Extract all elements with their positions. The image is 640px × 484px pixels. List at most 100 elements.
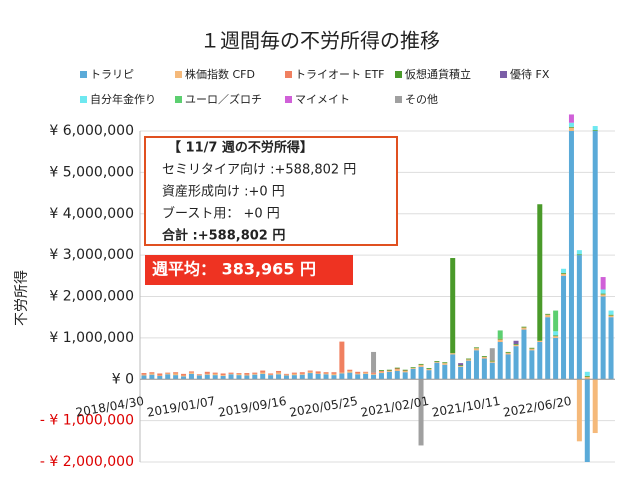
bar — [213, 375, 218, 379]
bar — [205, 372, 210, 374]
bar — [569, 128, 574, 131]
bar — [553, 336, 558, 338]
bar — [601, 294, 606, 296]
bar — [411, 367, 416, 368]
annotation-text: 【 11/7 週の不労所得】 — [168, 140, 313, 156]
bar — [197, 374, 202, 375]
bar — [363, 373, 368, 374]
bar — [585, 372, 590, 376]
bar — [506, 353, 511, 355]
bar — [434, 362, 439, 363]
bar — [141, 376, 146, 380]
bar — [474, 348, 479, 350]
bar — [569, 131, 574, 379]
bar — [292, 374, 297, 375]
bar — [213, 374, 218, 375]
bar — [609, 315, 614, 316]
bar — [442, 363, 447, 365]
bar — [260, 373, 265, 374]
bar — [466, 359, 471, 360]
bar — [331, 374, 336, 375]
bar — [316, 371, 321, 373]
bar — [458, 365, 463, 366]
legend-swatch — [80, 71, 87, 78]
bar — [236, 375, 241, 379]
legend-swatch — [395, 96, 402, 103]
bar — [189, 373, 194, 374]
bar — [316, 374, 321, 379]
bar — [537, 342, 542, 379]
bar — [482, 356, 487, 357]
bar — [371, 374, 376, 375]
bar — [490, 361, 495, 362]
y-tick-label: ¥ 6,000,000 — [49, 123, 134, 139]
x-tick-label: 2019/09/16 — [217, 394, 288, 420]
bar — [395, 368, 400, 369]
bar — [466, 361, 471, 380]
bar — [593, 131, 598, 379]
bar — [442, 365, 447, 379]
bar — [395, 371, 400, 379]
bar — [157, 373, 162, 375]
bar — [387, 371, 392, 372]
bar — [482, 357, 487, 359]
bar — [371, 352, 376, 373]
bar — [189, 371, 194, 372]
bar — [450, 353, 455, 354]
bar — [331, 375, 336, 379]
x-tick-label: 2022/06/20 — [502, 394, 573, 420]
bar — [149, 372, 154, 373]
bar — [450, 258, 455, 353]
bar — [260, 371, 265, 373]
bar — [244, 376, 249, 380]
bar — [577, 250, 582, 254]
bar — [561, 269, 566, 273]
bar — [529, 348, 534, 349]
bar — [221, 375, 226, 376]
bar — [252, 375, 257, 380]
legend-swatch — [285, 96, 292, 103]
bar — [553, 311, 558, 332]
bar — [403, 372, 408, 379]
y-tick-label: ¥ 3,000,000 — [49, 247, 134, 263]
bar — [173, 375, 178, 379]
bar — [506, 354, 511, 379]
bar — [284, 375, 289, 376]
bar — [529, 350, 534, 379]
bar — [521, 330, 526, 380]
bar — [371, 373, 376, 374]
bar — [252, 374, 257, 375]
bar — [324, 373, 329, 374]
annotation-text: 合計 :+588,802 円 — [162, 228, 285, 244]
bar — [434, 363, 439, 380]
bar — [403, 370, 408, 371]
bar — [324, 372, 329, 373]
bar — [165, 373, 170, 374]
bar — [593, 130, 598, 131]
bar — [585, 379, 590, 462]
bar — [490, 361, 495, 362]
average-label: 週平均： 383,965 円 — [152, 260, 316, 279]
bar — [529, 349, 534, 351]
bar — [236, 374, 241, 375]
bar — [339, 373, 344, 379]
bar — [395, 368, 400, 369]
bar — [601, 297, 606, 380]
bar — [561, 273, 566, 274]
bar — [458, 366, 463, 367]
bar — [609, 317, 614, 379]
bar — [395, 369, 400, 371]
bar — [419, 364, 424, 365]
legend-swatch — [500, 71, 507, 78]
bar — [498, 330, 503, 338]
bar — [498, 340, 503, 342]
bar — [379, 373, 384, 379]
bar — [609, 316, 614, 318]
bar — [426, 369, 431, 370]
bar — [514, 344, 519, 345]
bar — [577, 255, 582, 379]
legend-label: マイメイト — [295, 93, 350, 106]
legend-label: 株価指数 CFD — [185, 67, 255, 81]
bar — [300, 375, 305, 380]
